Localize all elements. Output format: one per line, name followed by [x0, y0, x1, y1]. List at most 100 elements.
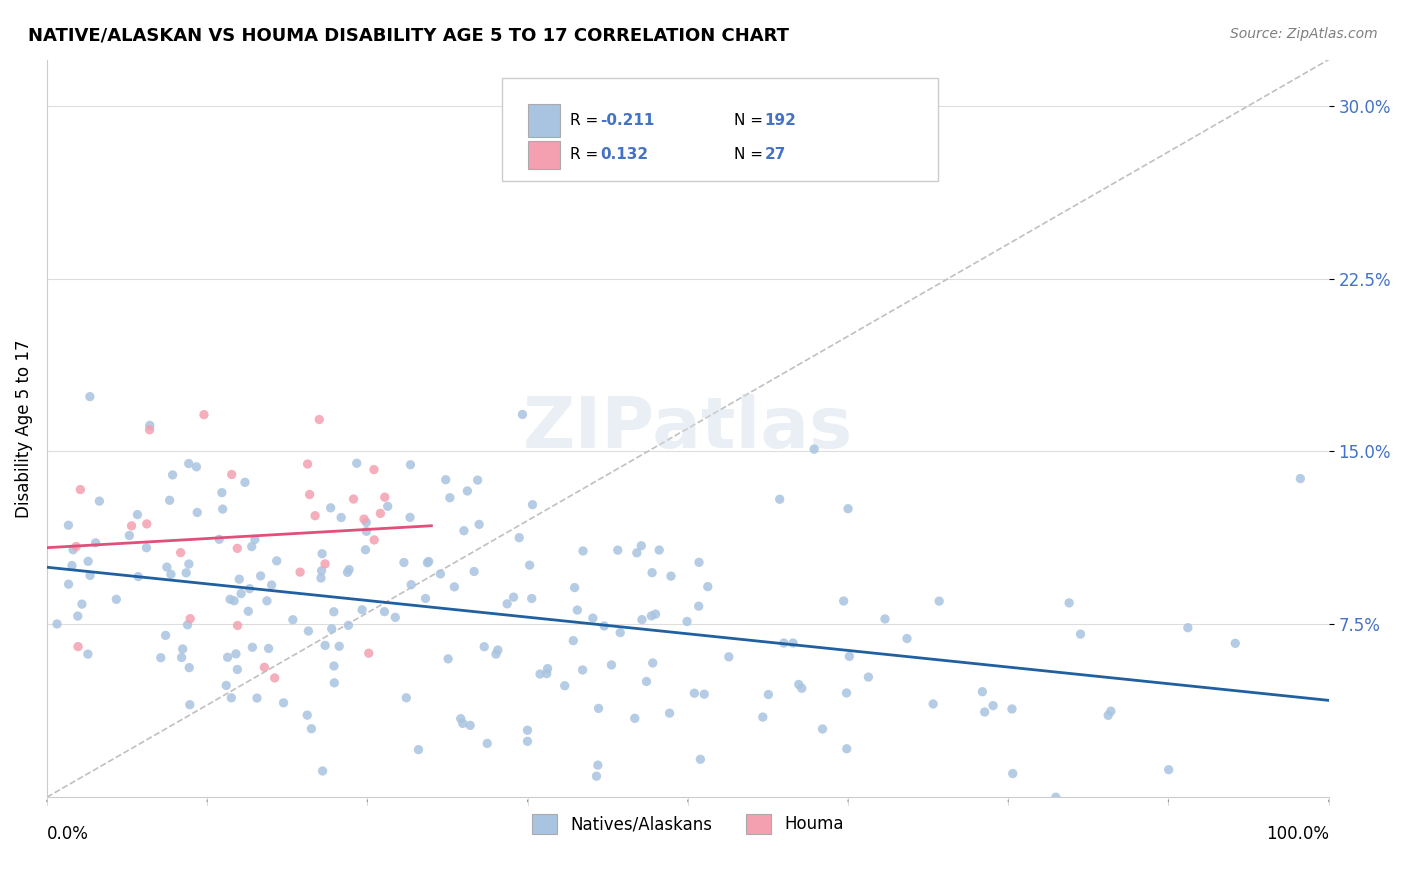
Point: [357, 646, 380, 660]
Point: [281, 613, 304, 627]
Point: [253, 660, 276, 674]
Point: [46, 617, 69, 632]
Point: [311, 547, 333, 561]
Point: [69, 483, 91, 497]
Point: [242, 640, 264, 655]
Point: [772, 636, 794, 650]
Point: [600, 657, 623, 672]
Point: [297, 624, 319, 638]
Text: 0.132: 0.132: [600, 146, 648, 161]
Point: [437, 652, 460, 666]
Point: [835, 686, 858, 700]
Point: [451, 716, 474, 731]
Point: [769, 492, 792, 507]
Point: [609, 625, 631, 640]
Point: [395, 690, 418, 705]
Point: [352, 603, 374, 617]
Point: [58, 518, 80, 533]
Point: [70, 597, 93, 611]
Point: [356, 524, 378, 539]
Point: [467, 473, 489, 487]
Point: [208, 533, 231, 547]
Point: [415, 591, 437, 606]
Point: [121, 519, 143, 533]
Point: [260, 578, 283, 592]
Point: [519, 558, 541, 573]
Point: [641, 656, 664, 670]
Point: [636, 674, 658, 689]
Point: [1045, 790, 1067, 805]
Point: [263, 671, 285, 685]
Point: [174, 566, 197, 580]
Point: [135, 516, 157, 531]
Point: [832, 594, 855, 608]
Point: [177, 457, 200, 471]
Point: [689, 752, 711, 766]
Text: N =: N =: [734, 112, 768, 128]
Point: [512, 408, 534, 422]
Point: [65, 540, 87, 554]
Point: [683, 686, 706, 700]
Point: [928, 594, 950, 608]
Point: [529, 667, 551, 681]
Point: [472, 640, 495, 654]
Point: [127, 569, 149, 583]
Text: 192: 192: [765, 112, 797, 128]
Point: [641, 566, 664, 580]
Point: [429, 566, 451, 581]
Point: [238, 582, 260, 596]
Point: [418, 554, 440, 568]
Point: [170, 650, 193, 665]
Point: [1177, 621, 1199, 635]
Point: [790, 681, 813, 696]
Point: [373, 605, 395, 619]
Point: [79, 568, 101, 582]
Point: [896, 632, 918, 646]
Point: [516, 734, 538, 748]
Text: NATIVE/ALASKAN VS HOUMA DISABILITY AGE 5 TO 17 CORRELATION CHART: NATIVE/ALASKAN VS HOUMA DISABILITY AGE 5…: [28, 27, 789, 45]
Point: [485, 647, 508, 661]
Point: [229, 586, 252, 600]
Point: [1001, 702, 1024, 716]
Point: [564, 581, 586, 595]
Point: [243, 533, 266, 547]
Point: [439, 491, 461, 505]
Point: [571, 663, 593, 677]
Point: [162, 467, 184, 482]
Point: [135, 541, 157, 555]
Point: [266, 554, 288, 568]
Point: [297, 457, 319, 471]
Point: [572, 544, 595, 558]
Point: [644, 607, 666, 621]
Point: [84, 536, 107, 550]
Point: [640, 608, 662, 623]
Point: [688, 555, 710, 569]
Point: [377, 500, 399, 514]
Point: [337, 618, 360, 632]
Point: [758, 688, 780, 702]
Point: [536, 662, 558, 676]
Point: [659, 569, 682, 583]
Point: [342, 491, 364, 506]
Point: [309, 571, 332, 585]
Point: [314, 639, 336, 653]
Point: [456, 483, 478, 498]
Point: [219, 592, 242, 607]
Point: [139, 418, 162, 433]
Point: [837, 501, 859, 516]
Point: [308, 412, 330, 426]
Point: [323, 659, 346, 673]
Point: [458, 718, 481, 732]
Point: [256, 594, 278, 608]
Point: [508, 531, 530, 545]
Point: [554, 679, 576, 693]
Point: [221, 690, 243, 705]
Point: [177, 557, 200, 571]
Point: [186, 506, 208, 520]
Point: [516, 723, 538, 738]
Point: [1225, 636, 1247, 650]
Point: [873, 612, 896, 626]
Text: Source: ZipAtlas.com: Source: ZipAtlas.com: [1230, 27, 1378, 41]
Point: [353, 512, 375, 526]
Point: [399, 458, 422, 472]
